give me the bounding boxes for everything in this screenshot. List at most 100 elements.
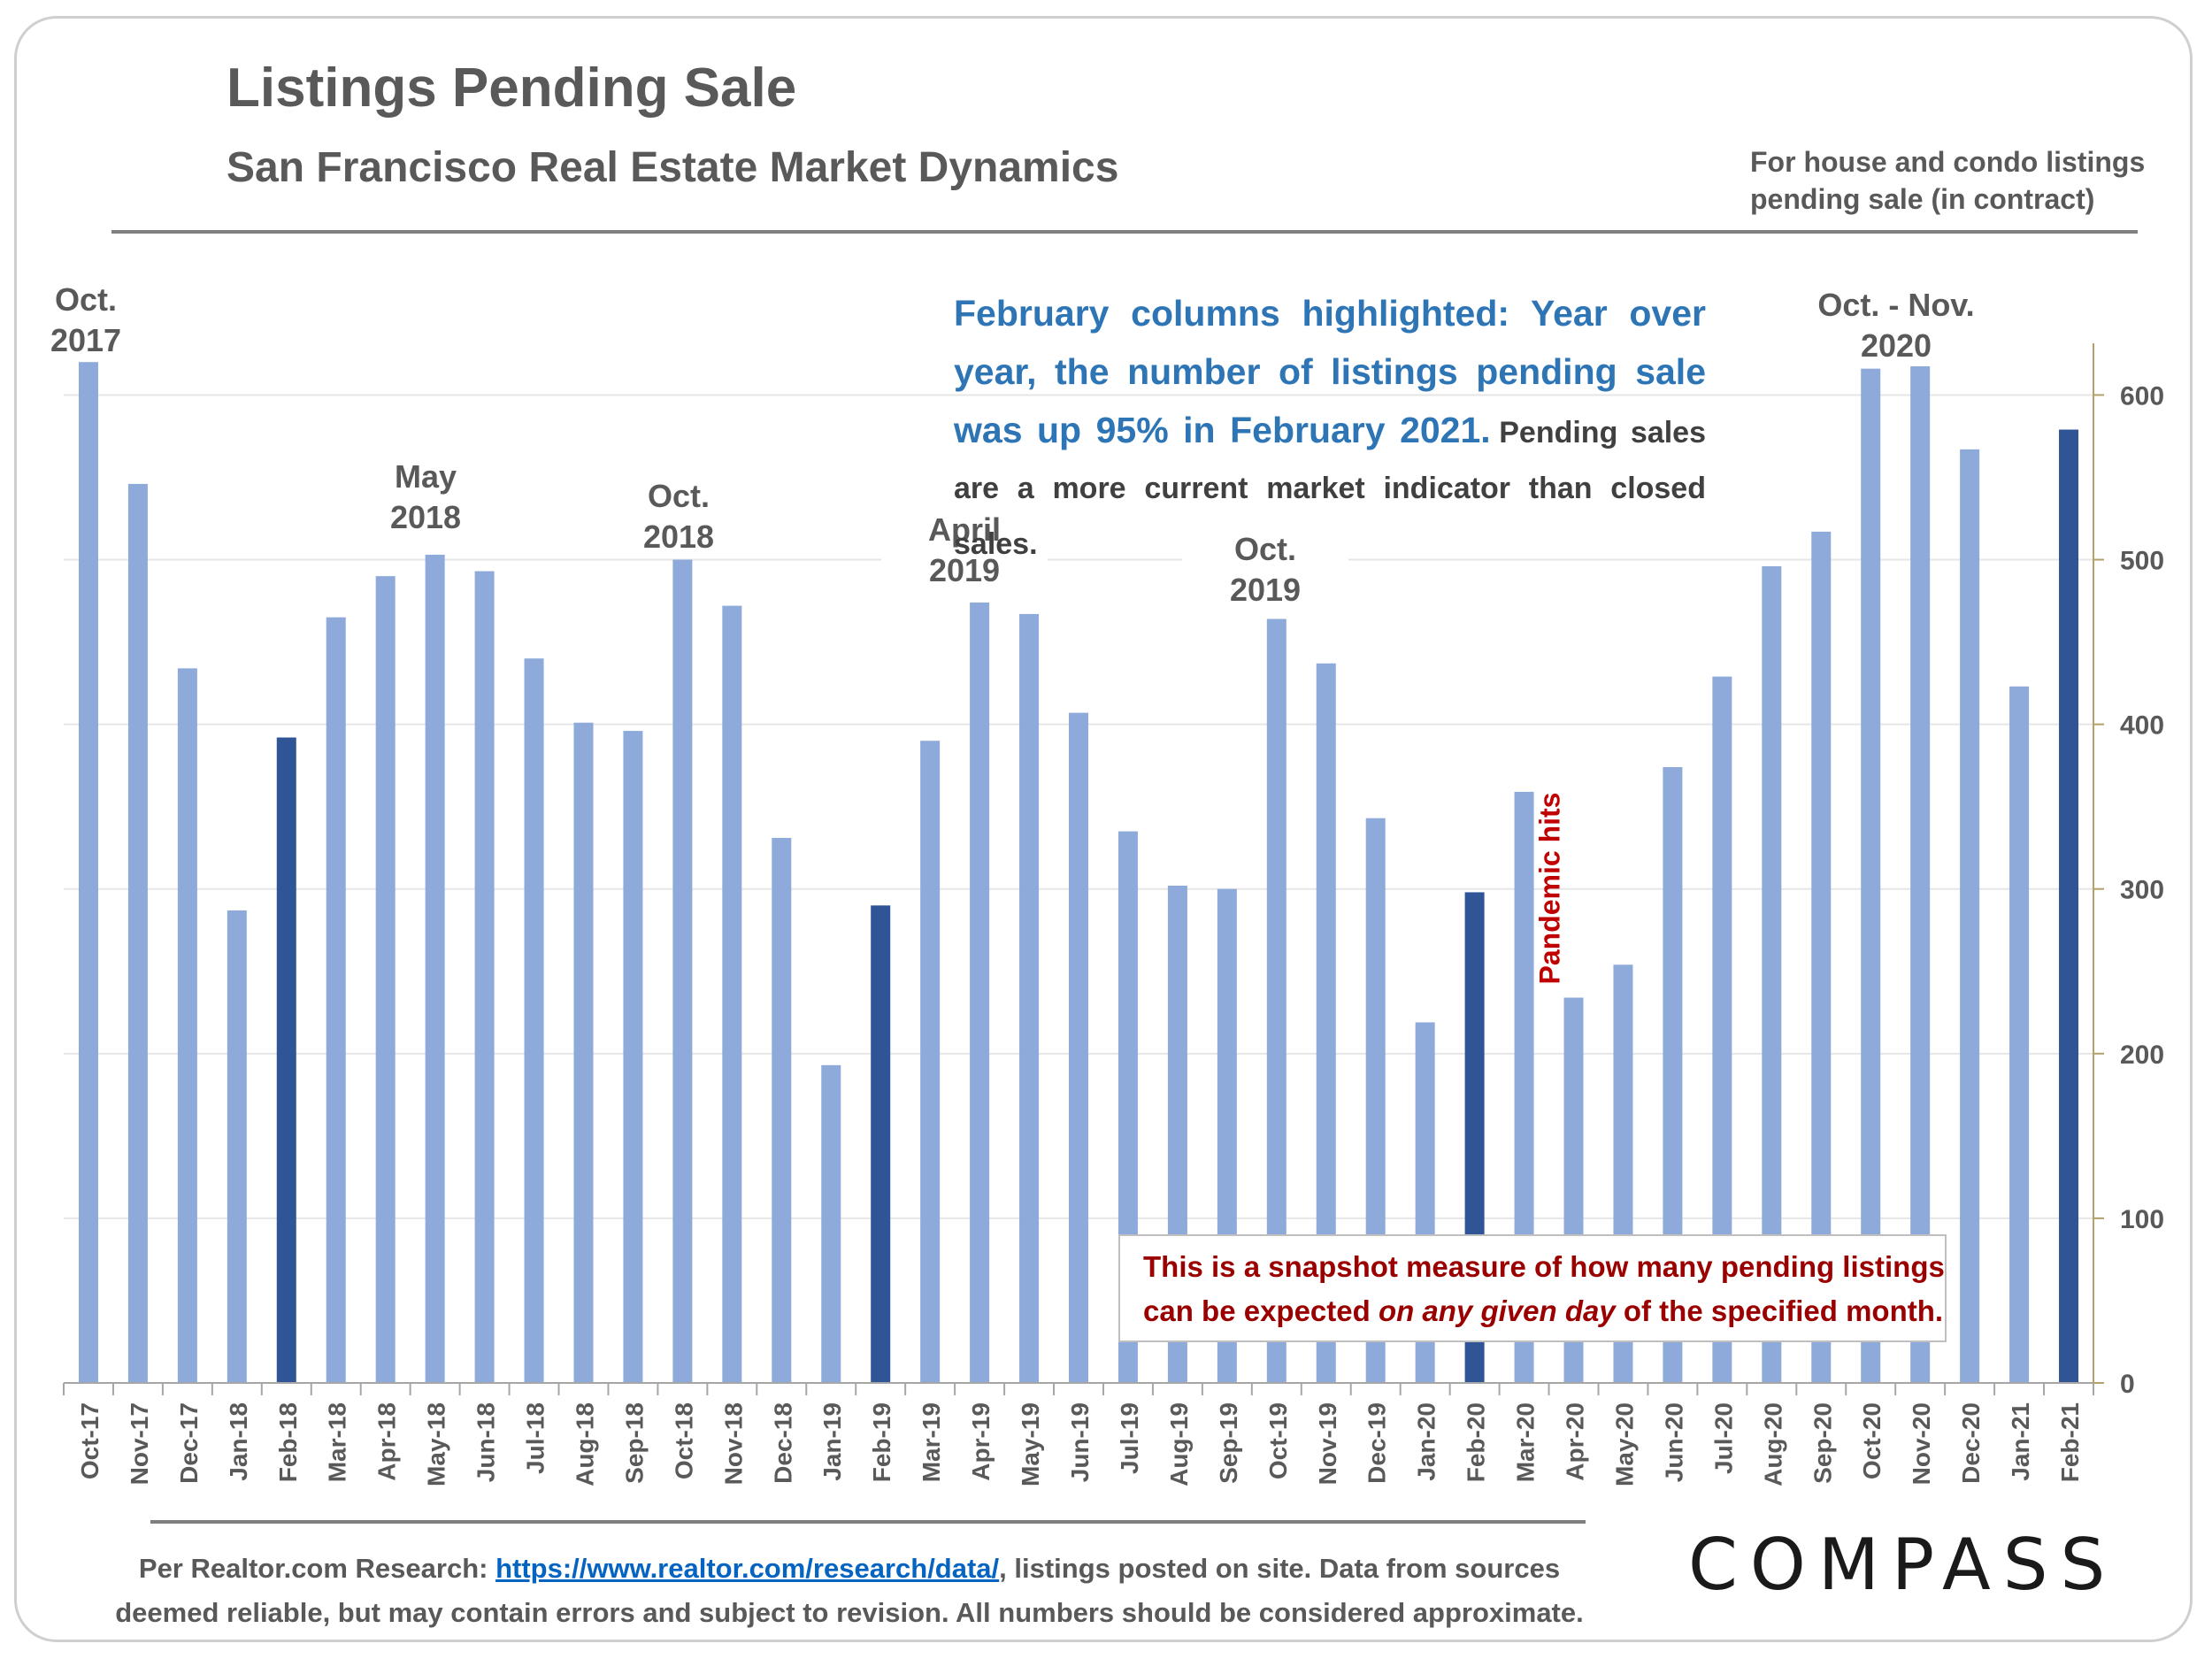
annotation-oct-2018-line-2: 2018 <box>642 518 715 555</box>
bar <box>1316 663 1336 1383</box>
bar <box>1266 618 1286 1383</box>
bar <box>1663 767 1683 1383</box>
annotation-oct-2017-line-2: 2017 <box>50 322 122 358</box>
chart-subtitle: San Francisco Real Estate Market Dynamic… <box>227 144 1119 191</box>
bar-highlighted <box>2059 429 2079 1383</box>
snapshot-note-text: This is a snapshot measure of how many p… <box>1143 1250 1945 1327</box>
bar <box>1861 368 1881 1384</box>
compass-logo: COMPASS <box>1688 1524 2118 1606</box>
source-footer: Per Realtor.com Research: https://www.re… <box>115 1547 1584 1635</box>
bar <box>326 617 346 1383</box>
bar <box>177 668 197 1383</box>
bar <box>474 571 495 1383</box>
y-tick-label: 500 <box>2120 547 2164 576</box>
bar <box>772 838 792 1383</box>
x-tick-label: Aug-18 <box>571 1402 598 1486</box>
y-tick-label: 600 <box>2120 381 2164 411</box>
bar <box>1762 565 1782 1383</box>
x-tick-label: Oct-19 <box>1264 1402 1292 1479</box>
annotation-apr-2019-line-1: April <box>927 511 1001 548</box>
bar <box>623 731 643 1383</box>
annotation-may-2018: May 2018 <box>372 457 480 538</box>
bar <box>2009 686 2030 1383</box>
annotation-may-2018-line-2: 2018 <box>389 499 462 535</box>
x-tick-label: Nov-20 <box>1908 1402 1935 1485</box>
x-tick-label: Dec-19 <box>1363 1402 1391 1484</box>
bar <box>375 576 396 1383</box>
x-tick-label: Jul-18 <box>522 1402 549 1474</box>
bar-highlighted <box>871 905 891 1383</box>
x-tick-label: Jan-19 <box>818 1402 846 1481</box>
bar <box>227 910 247 1383</box>
annotation-oct-2017: Oct. 2017 <box>32 280 140 361</box>
annotation-oct-2019-line-2: 2019 <box>1229 572 1302 608</box>
bar <box>1910 364 1931 1383</box>
annotation-oct-nov-2020: Oct. - Nov. 2020 <box>1798 285 1994 366</box>
source-link[interactable]: https://www.realtor.com/research/data/ <box>495 1553 1000 1584</box>
snapshot-note: This is a snapshot measure of how many p… <box>1118 1234 1947 1342</box>
x-tick-label: Dec-17 <box>175 1402 203 1484</box>
bar <box>1811 531 1832 1383</box>
annotation-oct-nov-2020-line-1: Oct. - Nov. <box>1817 287 1975 323</box>
x-tick-label: Jul-19 <box>1116 1402 1143 1474</box>
annotation-apr-2019-line-2: 2019 <box>928 552 1001 588</box>
chart-frame <box>14 16 2193 1642</box>
annotation-oct-nov-2020-line-2: 2020 <box>1860 327 1932 364</box>
x-tick-label: Feb-21 <box>2056 1402 2084 1482</box>
x-tick-label: Oct-20 <box>1858 1402 1886 1479</box>
annotation-oct-2019: Oct. 2019 <box>1182 529 1348 611</box>
scope-note: For house and condo listings pending sal… <box>1750 143 2157 218</box>
bar <box>722 605 742 1383</box>
x-tick-label: Apr-18 <box>373 1402 401 1481</box>
bar <box>1712 676 1732 1383</box>
callout-rest: Pending sales are a more current market … <box>954 416 1706 561</box>
x-tick-label: May-20 <box>1610 1402 1638 1486</box>
footer-line-2: deemed reliable, but may contain errors … <box>115 1597 1584 1628</box>
x-tick-label: Jun-19 <box>1066 1402 1094 1482</box>
footer-prefix: Per Realtor.com Research: <box>138 1553 496 1584</box>
annotation-may-2018-line-1: May <box>394 458 457 495</box>
x-tick-label: Nov-19 <box>1314 1402 1341 1485</box>
x-tick-label: Aug-19 <box>1165 1402 1193 1486</box>
bar <box>821 1064 841 1383</box>
pandemic-annotation-text: Pandemic hits <box>1533 792 1566 985</box>
annotation-oct-2017-line-1: Oct. <box>54 281 117 318</box>
snapshot-note-emphasis: on any given day <box>1378 1294 1616 1327</box>
x-tick-label: May-18 <box>423 1402 450 1486</box>
y-tick-label: 300 <box>2120 876 2164 905</box>
x-tick-label: Mar-19 <box>918 1402 945 1482</box>
x-tick-label: Jul-20 <box>1709 1402 1737 1474</box>
x-tick-label: Apr-20 <box>1562 1402 1589 1481</box>
bar <box>573 722 594 1383</box>
bar <box>425 554 445 1383</box>
footer-divider <box>150 1520 1586 1524</box>
bar <box>1019 613 1040 1383</box>
x-tick-label: Oct-17 <box>76 1402 104 1479</box>
bar <box>920 741 941 1383</box>
bar <box>970 602 990 1383</box>
callout-lead: February columns highlighted: Year over … <box>954 293 1706 450</box>
footer-suffix: , listings posted on site. Data from sou… <box>999 1553 1561 1584</box>
x-tick-label: Jan-18 <box>225 1402 252 1481</box>
x-tick-label: Sep-19 <box>1215 1402 1242 1484</box>
snapshot-note-end: of the specified month. <box>1615 1294 1944 1327</box>
bar-highlighted <box>276 737 296 1383</box>
february-callout: February columns highlighted: Year over … <box>954 288 1706 575</box>
x-tick-label: Mar-18 <box>324 1402 351 1482</box>
bar <box>524 658 544 1383</box>
y-tick-label: 100 <box>2120 1205 2164 1234</box>
bar-chart: Oct-17 Nov-17 Dec-17 Jan-18 Feb-18 Mar-18 Apr-… <box>63 343 2164 1486</box>
header-divider <box>111 230 2138 234</box>
x-tick-label: Apr-19 <box>967 1402 995 1481</box>
x-tick-label: Oct-18 <box>670 1402 697 1479</box>
x-tick-label: Dec-18 <box>769 1402 796 1484</box>
x-tick-label: Mar-20 <box>1512 1402 1540 1482</box>
bar <box>127 483 148 1383</box>
x-tick-label: Feb-19 <box>868 1402 895 1482</box>
bar <box>78 362 98 1383</box>
x-tick-label: Sep-20 <box>1809 1402 1836 1484</box>
y-tick-label: 200 <box>2120 1041 2164 1070</box>
x-tick-label: Jan-20 <box>1413 1402 1440 1481</box>
x-tick-label: Aug-20 <box>1759 1402 1786 1486</box>
annotation-oct-2019-line-1: Oct. <box>1233 531 1296 567</box>
